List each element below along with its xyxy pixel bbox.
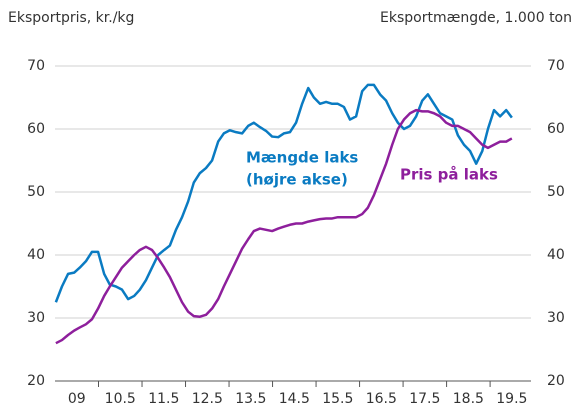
y-tick-label: 40 (27, 247, 45, 263)
x-tick-label: 16.5 (366, 391, 397, 407)
y2-tick-label: 40 (547, 247, 565, 263)
x-tick-label: 18.5 (453, 391, 484, 407)
series-label: Pris på laks (400, 166, 498, 184)
x-tick-label: 19.5 (496, 391, 527, 407)
y2-tick-label: 20 (547, 373, 565, 389)
x-tick-label: 09 (68, 391, 86, 407)
y2-tick-label: 50 (547, 184, 565, 200)
y-tick-label: 60 (27, 121, 45, 137)
x-tick-label: 12.5 (192, 391, 223, 407)
x-tick-label: 13.5 (235, 391, 266, 407)
y-tick-label: 20 (27, 373, 45, 389)
data-line (54, 83, 513, 303)
data-line (55, 108, 513, 345)
x-tick-label: 11.5 (148, 391, 179, 407)
annotation: (højre akse) (246, 171, 348, 189)
x-tick-label: 10.5 (105, 391, 136, 407)
x-tick-label: 15.5 (322, 391, 353, 407)
y-tick-label: 70 (27, 58, 45, 74)
y2-tick-label: 60 (547, 121, 565, 137)
y-tick-label: 30 (27, 310, 45, 326)
y-axis-label: Eksportpris, kr./kg (8, 10, 134, 26)
x-tick-label: 14.5 (279, 391, 310, 407)
y-tick-label: 50 (27, 184, 45, 200)
y2-tick-label: 30 (547, 310, 565, 326)
x-tick-label: 17.5 (409, 391, 440, 407)
series-label: Mængde laks (246, 149, 358, 167)
y2-tick-label: 70 (547, 58, 565, 74)
y2-axis-label: Eksportmængde, 1.000 ton (380, 10, 572, 26)
